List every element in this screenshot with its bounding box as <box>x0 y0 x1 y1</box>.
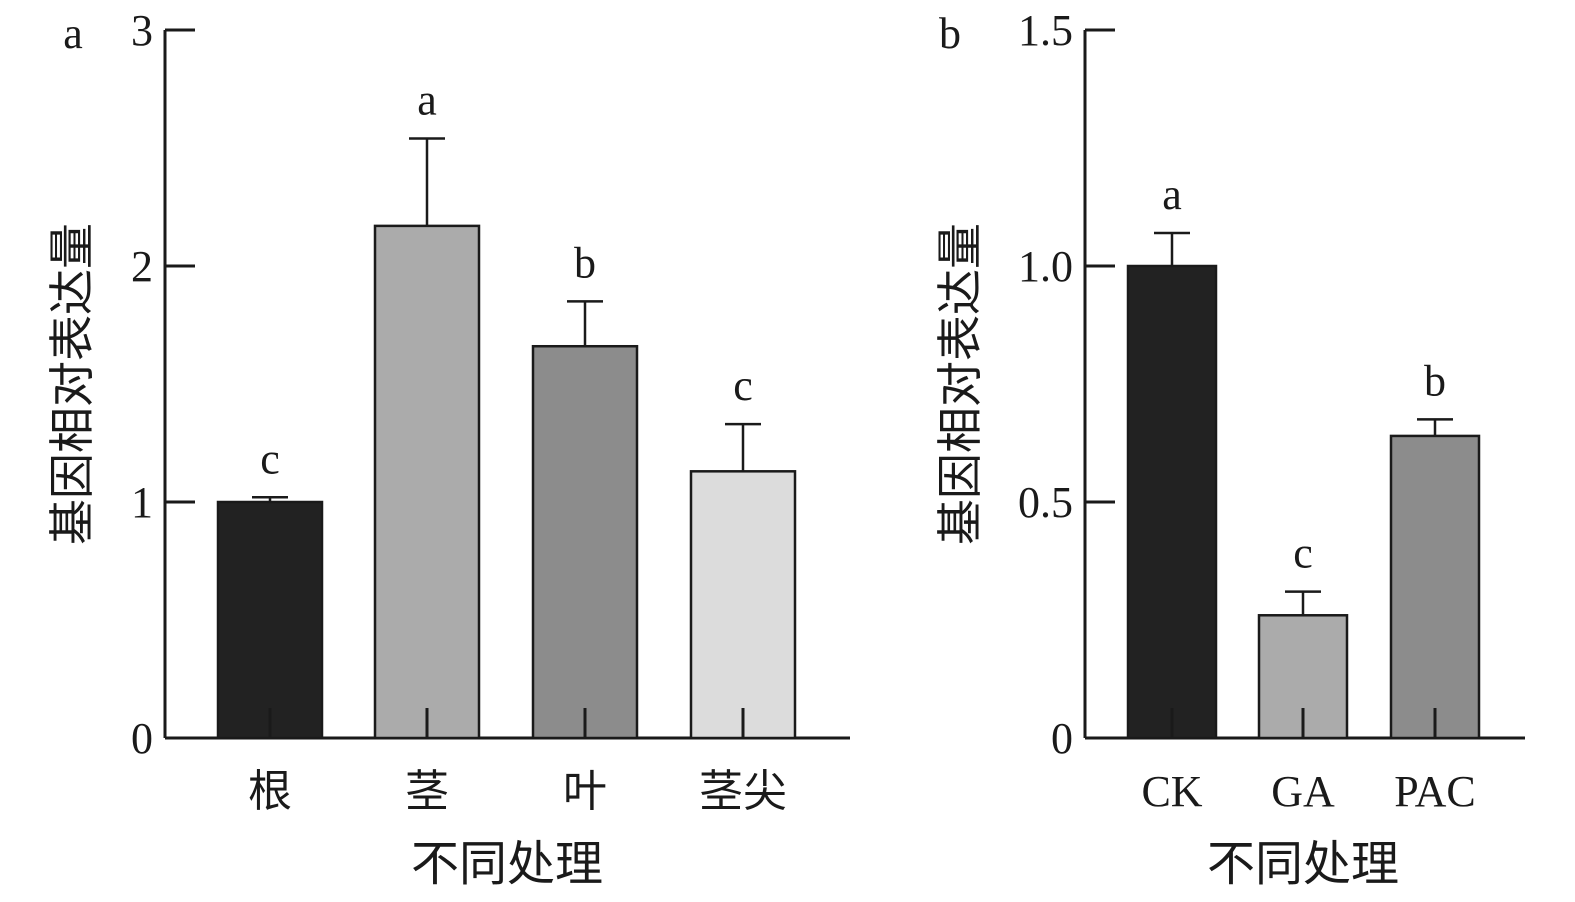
x-category-label: 根 <box>248 767 292 816</box>
y-tick-label: 1.5 <box>1018 6 1073 55</box>
y-tick-label: 1 <box>131 478 153 527</box>
x-category-label: 茎尖 <box>699 767 787 816</box>
y-tick-label: 0 <box>131 714 153 763</box>
y-axis-title: 基因相对表达量 <box>935 223 986 545</box>
y-tick-label: 0.5 <box>1018 478 1073 527</box>
significance-letter: a <box>417 76 437 125</box>
x-category-label: CK <box>1141 767 1202 816</box>
bar <box>216 500 324 740</box>
bar <box>689 470 797 740</box>
significance-letter: b <box>574 238 596 287</box>
panel-label: a <box>63 9 83 58</box>
x-axis-title: 不同处理 <box>1207 838 1399 891</box>
x-category-label: 叶 <box>563 767 607 816</box>
bar <box>531 344 639 740</box>
bar <box>1126 264 1218 740</box>
panel-label: b <box>939 9 961 58</box>
x-category-label: GA <box>1271 767 1335 816</box>
x-category-label: PAC <box>1394 767 1476 816</box>
panel-b-chart: 0 0.5 1.0 1.5 a CK c GA b PAC 不同处理 基因相对表达量 b <box>935 6 1525 891</box>
significance-letter: c <box>733 361 753 410</box>
significance-letter: b <box>1424 356 1446 405</box>
significance-letter: c <box>260 434 280 483</box>
x-axis-title: 不同处理 <box>411 838 603 891</box>
y-tick-label: 3 <box>131 6 153 55</box>
significance-letter: a <box>1162 170 1182 219</box>
bar <box>373 224 481 740</box>
significance-letter: c <box>1293 529 1313 578</box>
y-tick-label: 1.0 <box>1018 242 1073 291</box>
bar <box>1389 434 1481 740</box>
y-tick-label: 2 <box>131 242 153 291</box>
y-tick-label: 0 <box>1051 714 1073 763</box>
x-category-label: 茎 <box>405 767 449 816</box>
y-axis-title: 基因相对表达量 <box>47 223 98 545</box>
